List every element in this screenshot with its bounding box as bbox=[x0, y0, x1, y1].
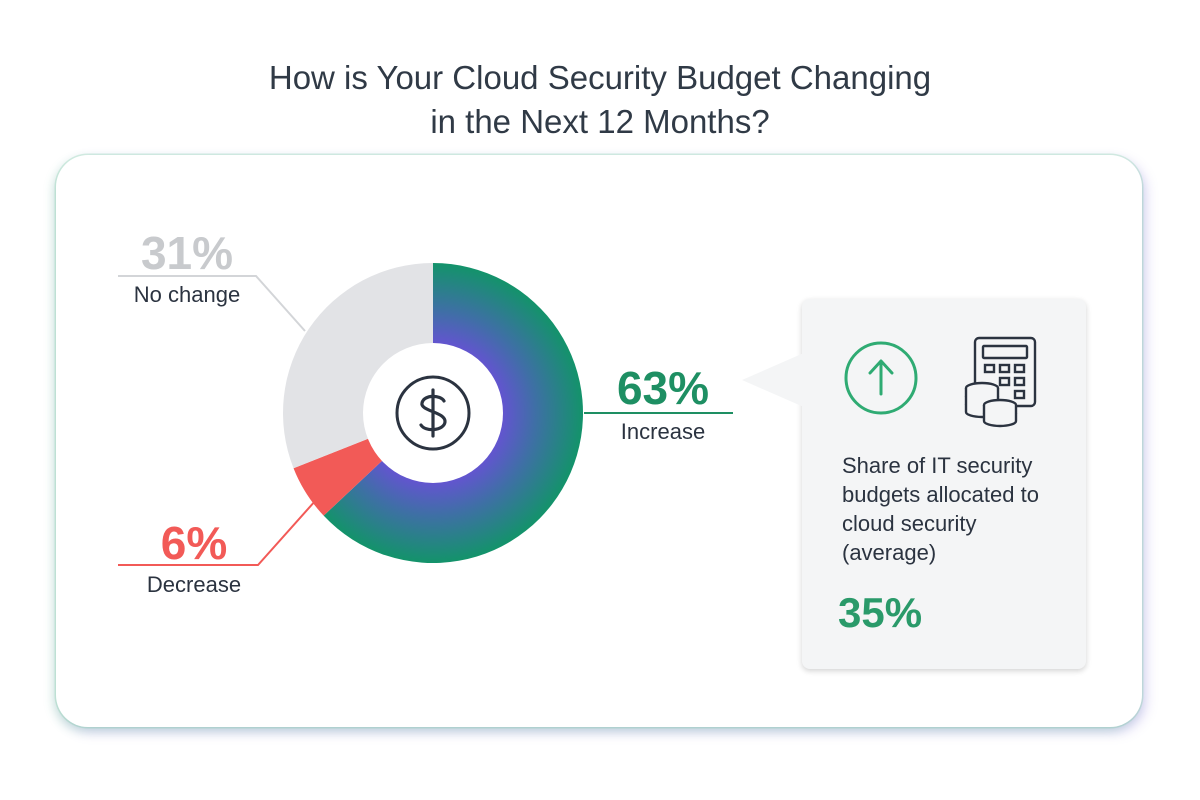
arrow-up-circle-icon bbox=[844, 341, 918, 415]
callout-text: Share of IT security budgets allocated t… bbox=[842, 453, 1039, 565]
dollar-icon bbox=[395, 375, 471, 451]
slice-category-increase: Increase bbox=[620, 419, 706, 444]
callout-value: 35% bbox=[838, 589, 923, 636]
label-increase: 63% Increase bbox=[600, 363, 726, 445]
title-line-1: How is Your Cloud Security Budget Changi… bbox=[268, 59, 932, 97]
leader-line-no-change bbox=[118, 275, 306, 332]
calculator-coins-icon bbox=[964, 336, 1037, 428]
leader-line-decrease bbox=[118, 499, 317, 566]
callout-box: Share of IT security budgets allocated t… bbox=[802, 299, 1086, 669]
slice-category-decrease: Decrease bbox=[146, 572, 242, 597]
title-line-2: in the Next 12 Months? bbox=[430, 103, 770, 141]
label-decrease: 6% Decrease bbox=[125, 518, 263, 598]
callout-pointer bbox=[742, 352, 806, 408]
slice-value-no-change: 31% bbox=[140, 227, 234, 279]
chart-title: How is Your Cloud Security Budget Changi… bbox=[0, 56, 1200, 144]
slice-value-increase: 63% bbox=[616, 362, 710, 414]
slice-category-no-change: No change bbox=[133, 282, 241, 307]
slice-value-decrease: 6% bbox=[160, 517, 228, 569]
label-no-change: 31% No change bbox=[118, 228, 256, 308]
